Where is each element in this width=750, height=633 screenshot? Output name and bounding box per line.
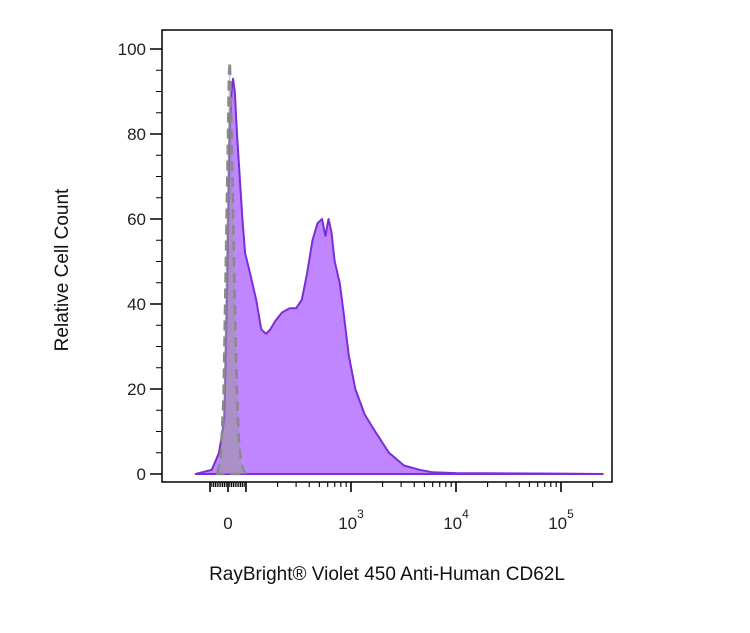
- y-tick-label: 100: [118, 40, 146, 59]
- x-tick-label: 103: [338, 507, 364, 533]
- x-tick-label: 105: [548, 507, 574, 533]
- x-tick-label: 104: [443, 507, 469, 533]
- x-tick-label: 0: [223, 514, 232, 533]
- control-histogram-series: [215, 60, 248, 476]
- y-tick-label: 20: [127, 380, 146, 399]
- y-tick-label: 0: [137, 465, 146, 484]
- plot-frame: [161, 29, 613, 483]
- y-tick-label: 80: [127, 125, 146, 144]
- x-axis-title: RayBright® Violet 450 Anti-Human CD62L: [209, 564, 565, 585]
- y-axis-title: Relative Cell Count: [52, 188, 73, 351]
- stained-histogram-series: [194, 77, 604, 475]
- y-tick-label: 60: [127, 210, 146, 229]
- y-tick-label: 40: [127, 295, 146, 314]
